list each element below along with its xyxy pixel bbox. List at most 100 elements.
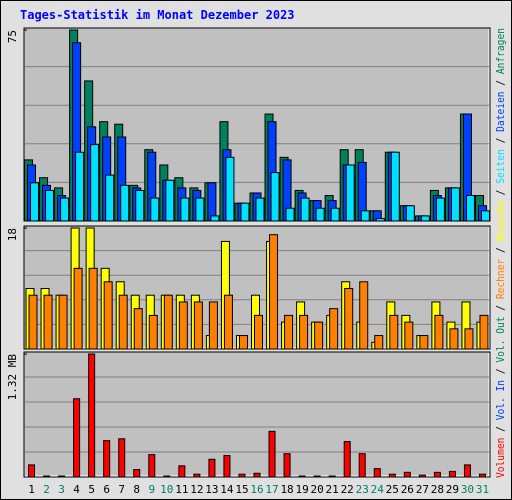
bar bbox=[269, 234, 279, 350]
bar bbox=[314, 321, 324, 350]
bar bbox=[133, 308, 143, 350]
x-tick-label: 19 bbox=[295, 483, 308, 496]
bar bbox=[75, 151, 85, 222]
bar bbox=[403, 471, 411, 478]
bar bbox=[207, 182, 217, 222]
x-tick-label: 21 bbox=[326, 483, 339, 496]
legend-entry: Besuche bbox=[494, 201, 507, 241]
bar bbox=[315, 207, 325, 222]
bar bbox=[208, 458, 216, 478]
x-tick-label: 27 bbox=[416, 483, 429, 496]
legend-separator: / bbox=[494, 420, 507, 437]
bar bbox=[120, 184, 130, 222]
bar bbox=[238, 473, 246, 478]
bar bbox=[148, 454, 156, 478]
x-tick-label: 1 bbox=[28, 483, 35, 496]
chart-title: Tages-Statistik im Monat Dezember 2023 bbox=[20, 8, 295, 22]
x-tick-label: 31 bbox=[476, 483, 489, 496]
bar bbox=[298, 475, 306, 478]
x-tick-label: 22 bbox=[341, 483, 354, 496]
x-tick-label: 3 bbox=[58, 483, 65, 496]
bar bbox=[254, 314, 263, 350]
bar bbox=[405, 205, 415, 222]
bar bbox=[418, 474, 426, 478]
legend: Volumen / Vol. In / Vol. Out / Rechner /… bbox=[494, 28, 507, 478]
bar bbox=[448, 470, 456, 478]
x-tick-label: 4 bbox=[73, 483, 80, 496]
bar bbox=[163, 475, 171, 478]
bar bbox=[45, 189, 55, 222]
bar bbox=[150, 197, 160, 222]
bar bbox=[238, 335, 248, 350]
bar bbox=[163, 294, 173, 350]
bar bbox=[270, 172, 280, 222]
bar bbox=[118, 294, 128, 350]
bar bbox=[103, 281, 113, 350]
bar bbox=[118, 438, 126, 478]
x-tick-label: 20 bbox=[311, 483, 324, 496]
bar bbox=[43, 294, 53, 350]
y-tick-label: 18 bbox=[6, 228, 19, 241]
bar bbox=[208, 301, 218, 350]
x-tick-label: 6 bbox=[103, 483, 110, 496]
x-tick-label: 26 bbox=[401, 483, 414, 496]
bar bbox=[313, 475, 321, 478]
bar bbox=[165, 179, 175, 222]
bar bbox=[373, 468, 381, 478]
legend-separator: / bbox=[494, 132, 507, 149]
x-tick-label: 9 bbox=[148, 483, 155, 496]
bar bbox=[450, 187, 460, 222]
legend-entry: Vol. Out bbox=[494, 316, 507, 362]
legend-entry: Vol. In bbox=[494, 380, 507, 420]
bar bbox=[58, 475, 66, 478]
bar bbox=[390, 151, 400, 222]
x-tick-label: 13 bbox=[205, 483, 218, 496]
y-tick-label: 75 bbox=[6, 30, 19, 43]
bar bbox=[193, 301, 203, 350]
bar bbox=[435, 197, 445, 222]
x-tick-label: 16 bbox=[250, 483, 263, 496]
bar bbox=[210, 215, 220, 222]
bar bbox=[360, 210, 370, 222]
bar bbox=[419, 335, 429, 350]
legend-entry: Volumen bbox=[494, 438, 507, 478]
bar bbox=[345, 164, 355, 222]
bar bbox=[255, 197, 265, 222]
bar bbox=[478, 473, 486, 478]
bar bbox=[283, 453, 291, 478]
bar bbox=[344, 288, 354, 350]
legend-entry: Anfragen bbox=[494, 28, 507, 74]
x-tick-label: 25 bbox=[386, 483, 399, 496]
bar bbox=[60, 197, 70, 222]
bar bbox=[374, 335, 384, 350]
bar bbox=[58, 294, 68, 350]
legend-entry: Rechner bbox=[494, 258, 507, 299]
x-tick-label: 14 bbox=[220, 483, 234, 496]
bar bbox=[73, 398, 81, 478]
bar bbox=[240, 202, 250, 222]
bar bbox=[284, 314, 294, 350]
x-tick-label: 15 bbox=[235, 483, 248, 496]
x-tick-label: 24 bbox=[371, 483, 385, 496]
bar bbox=[28, 464, 36, 478]
bar bbox=[389, 314, 399, 350]
x-tick-label: 2 bbox=[43, 483, 50, 496]
bar bbox=[28, 294, 38, 350]
bar bbox=[433, 471, 441, 478]
bar bbox=[449, 328, 459, 350]
bar bbox=[268, 430, 276, 478]
legend-separator: / bbox=[494, 74, 507, 91]
bar bbox=[330, 207, 340, 222]
legend-separator: / bbox=[494, 241, 507, 258]
x-tick-label: 11 bbox=[175, 483, 188, 496]
x-tick-label: 7 bbox=[118, 483, 125, 496]
x-tick-label: 18 bbox=[280, 483, 293, 496]
x-tick-label: 23 bbox=[356, 483, 369, 496]
bar bbox=[463, 464, 471, 478]
bar bbox=[479, 314, 489, 350]
x-tick-label: 28 bbox=[431, 483, 444, 496]
bar bbox=[343, 441, 351, 478]
legend-separator: / bbox=[494, 184, 507, 201]
bar bbox=[420, 215, 430, 222]
